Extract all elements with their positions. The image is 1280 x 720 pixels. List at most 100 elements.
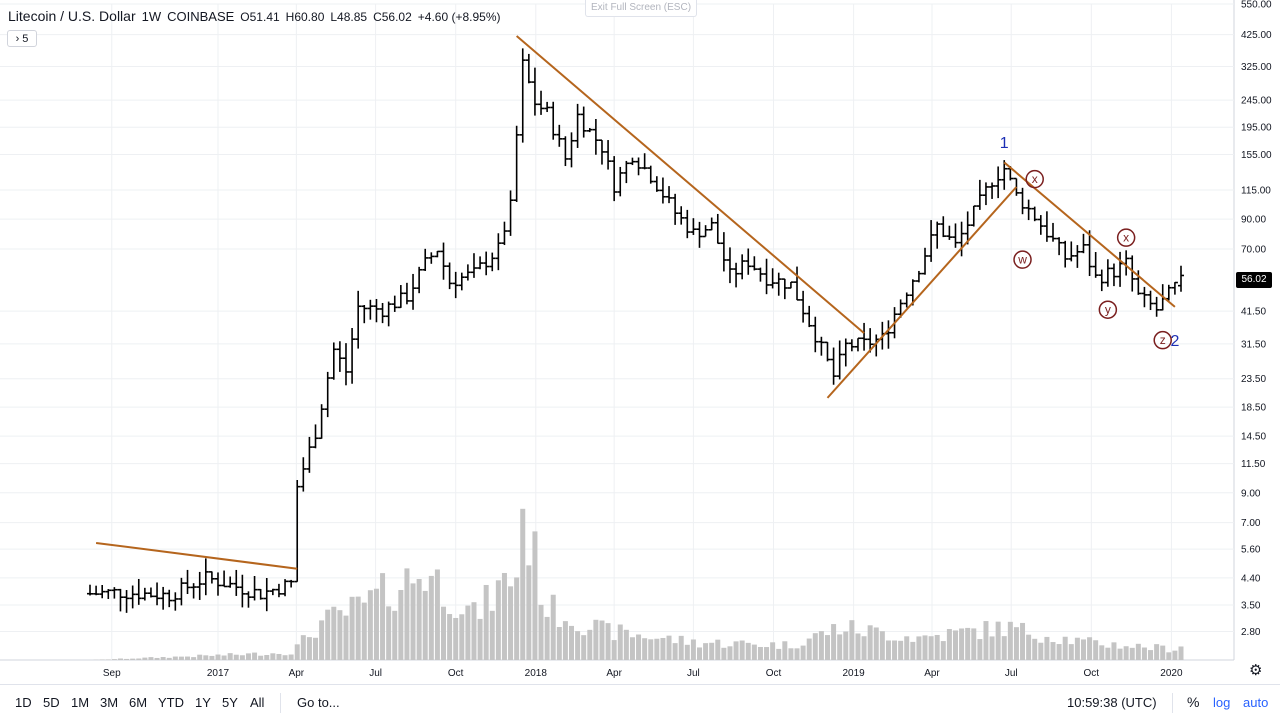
volume-bar xyxy=(166,657,172,660)
volume-bar xyxy=(154,657,160,660)
volume-bar xyxy=(544,616,550,660)
volume-bar xyxy=(489,610,495,660)
volume-bar xyxy=(1111,642,1117,660)
y-tick-label: 2.80 xyxy=(1241,627,1261,638)
wave-y-label: y xyxy=(1105,303,1111,317)
volume-bar xyxy=(337,610,343,660)
auto-scale-toggle[interactable]: auto xyxy=(1243,695,1269,710)
toolbar-divider xyxy=(280,693,281,713)
volume-bar xyxy=(959,628,965,660)
range-all[interactable]: All xyxy=(250,695,265,710)
y-tick-label: 550.00 xyxy=(1241,0,1272,11)
volume-bar xyxy=(1038,642,1044,660)
volume-bar xyxy=(1148,650,1154,660)
wave-1-label: 1 xyxy=(1000,135,1009,152)
volume-bar xyxy=(971,628,977,660)
volume-bar xyxy=(989,636,995,660)
volume-bar xyxy=(861,636,867,660)
trendline xyxy=(95,541,298,570)
volume-bar xyxy=(995,621,1001,660)
x-tick-label: Oct xyxy=(766,668,782,679)
exchange-label: COINBASE xyxy=(167,9,235,24)
price-chart[interactable]: 550.00 425.00 325.00 245.00 195.00 155.00 115.… xyxy=(0,0,1280,684)
close-value: C56.02 xyxy=(373,10,412,24)
range-6m[interactable]: 6M xyxy=(129,695,148,710)
wave-x1-label: x xyxy=(1032,172,1038,186)
volume-bar xyxy=(434,569,440,660)
volume-bar xyxy=(178,656,184,660)
low-value: L48.85 xyxy=(330,10,368,24)
volume-bar xyxy=(556,627,562,660)
range-3m[interactable]: 3M xyxy=(100,695,119,710)
y-tick-label: 23.50 xyxy=(1241,374,1266,385)
percent-scale-toggle[interactable]: % xyxy=(1187,694,1200,710)
exit-fullscreen-button[interactable]: Exit Full Screen (ESC) xyxy=(585,0,698,17)
x-tick-label: 2017 xyxy=(207,668,230,679)
volume-bar xyxy=(721,647,727,660)
volume-bar xyxy=(117,658,123,660)
volume-bar xyxy=(1172,650,1178,660)
volume-bar xyxy=(1007,621,1013,660)
volume-bar xyxy=(410,583,416,660)
y-tick-label: 3.50 xyxy=(1241,601,1261,612)
volume-bar xyxy=(404,568,410,660)
volume-bar xyxy=(1105,647,1111,660)
volume-bar xyxy=(373,588,379,660)
volume-bar xyxy=(1178,646,1184,660)
volume-bar xyxy=(325,609,331,660)
volume-bar xyxy=(898,640,904,660)
volume-bar xyxy=(745,642,751,660)
volume-bar xyxy=(306,637,312,660)
wave-w-label: w xyxy=(1017,253,1027,267)
interval-label[interactable]: 1W xyxy=(141,9,162,24)
range-1d[interactable]: 1D xyxy=(15,695,32,710)
volume-bar xyxy=(879,631,885,660)
volume-bar xyxy=(812,633,818,660)
volume-bar xyxy=(276,653,282,660)
volume-bar xyxy=(1074,637,1080,660)
indicators-collapse-button[interactable]: › 5 xyxy=(7,30,37,47)
x-tick-label: Oct xyxy=(448,668,464,679)
volume-bar xyxy=(562,621,568,660)
volume-bar xyxy=(764,647,770,660)
wave-y-label-circle xyxy=(1098,300,1118,319)
volume-bar xyxy=(654,638,660,660)
volume-bar xyxy=(587,629,593,660)
volume-bar xyxy=(684,644,690,660)
volume-bar xyxy=(867,625,873,660)
range-ytd[interactable]: YTD xyxy=(158,695,184,710)
wave-z-label: z xyxy=(1160,333,1166,347)
y-tick-label: 11.50 xyxy=(1241,459,1266,470)
volume-bar xyxy=(477,618,483,660)
range-5d[interactable]: 5D xyxy=(43,695,60,710)
open-value: O51.41 xyxy=(240,10,280,24)
goto-date-button[interactable]: Go to... xyxy=(297,695,340,710)
volume-bar xyxy=(270,653,276,660)
volume-bar xyxy=(733,641,739,660)
symbol-title[interactable]: Litecoin / U.S. Dollar xyxy=(8,8,136,24)
utc-clock[interactable]: 10:59:38 (UTC) xyxy=(1067,695,1157,710)
volume-bar xyxy=(1117,648,1123,660)
volume-bar xyxy=(788,648,794,660)
volume-bar xyxy=(818,631,824,660)
volume-bar xyxy=(1032,638,1038,660)
volume-bar xyxy=(1093,640,1099,660)
volume-bar xyxy=(977,639,983,660)
range-1y[interactable]: 1Y xyxy=(195,695,211,710)
volume-bar xyxy=(892,640,898,660)
x-tick-label: 2019 xyxy=(842,668,865,679)
range-5y[interactable]: 5Y xyxy=(222,695,238,710)
volume-bar xyxy=(1062,636,1068,660)
volume-bar xyxy=(569,625,575,660)
volume-bar xyxy=(538,604,544,660)
chevron-right-icon: › xyxy=(15,32,20,45)
y-tick-label: 31.50 xyxy=(1241,339,1266,350)
settings-gear-icon[interactable]: ⚙ xyxy=(1249,662,1263,679)
range-1m[interactable]: 1M xyxy=(71,695,90,710)
indicator-count: 5 xyxy=(22,32,29,45)
volume-bar xyxy=(124,658,130,660)
x-tick-label: Apr xyxy=(606,668,622,679)
log-scale-toggle[interactable]: log xyxy=(1213,695,1231,710)
volume-bar xyxy=(422,590,428,660)
volume-bar xyxy=(776,648,782,660)
